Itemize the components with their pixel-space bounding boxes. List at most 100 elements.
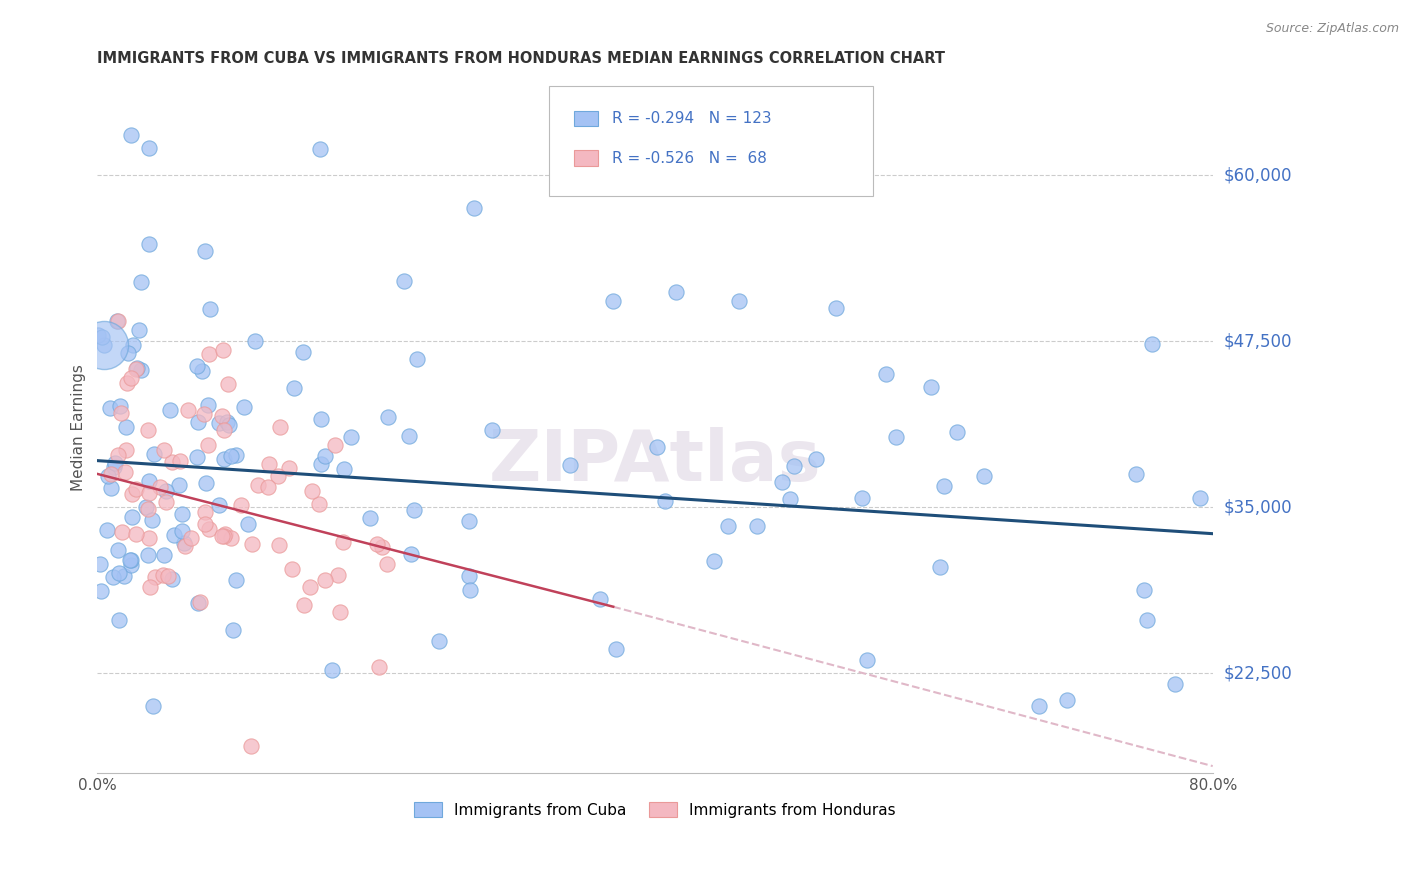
Point (269, 538, 291, 552)
Point (308, 497, 330, 511)
Point (246, 478, 269, 492)
Text: R = -0.294   N = 123: R = -0.294 N = 123 (612, 112, 770, 127)
Point (329, 605, 352, 619)
Point (107, 566, 129, 581)
Point (120, 553, 142, 567)
Point (884, 430, 907, 444)
Point (155, 483, 177, 498)
Point (120, 370, 142, 384)
Point (120, 128, 142, 143)
FancyBboxPatch shape (550, 86, 873, 196)
Point (93, 338, 115, 352)
Point (153, 443, 176, 458)
Point (173, 536, 195, 550)
Point (98, 401, 121, 416)
Point (359, 511, 381, 525)
Point (170, 524, 193, 539)
Point (125, 362, 148, 376)
Point (120, 558, 142, 572)
Point (129, 276, 152, 290)
Point (219, 450, 242, 464)
Point (188, 595, 211, 609)
Point (172, 507, 194, 521)
Point (703, 554, 725, 568)
Point (368, 660, 391, 674)
Point (194, 244, 217, 259)
Point (218, 418, 240, 433)
Point (125, 483, 148, 497)
Point (138, 140, 160, 154)
Point (340, 430, 363, 444)
Point (96, 524, 118, 538)
Point (309, 412, 332, 426)
Point (87, 328, 110, 343)
Point (107, 314, 129, 328)
Text: Source: ZipAtlas.com: Source: ZipAtlas.com (1265, 22, 1399, 36)
Point (366, 537, 388, 551)
Text: $35,000: $35,000 (1223, 498, 1292, 516)
Point (198, 347, 221, 361)
Point (100, 467, 122, 482)
Point (851, 491, 873, 505)
Point (169, 478, 191, 492)
Point (162, 572, 184, 586)
Point (458, 568, 481, 582)
Point (406, 351, 429, 366)
Point (314, 449, 336, 463)
Point (114, 420, 136, 434)
Text: $47,500: $47,500 (1223, 332, 1292, 350)
Point (191, 364, 214, 378)
Y-axis label: Median Earnings: Median Earnings (72, 364, 86, 491)
Point (283, 381, 305, 395)
Point (149, 479, 172, 493)
Point (197, 438, 219, 452)
Point (127, 360, 149, 375)
Point (717, 519, 740, 533)
Point (121, 486, 143, 500)
Point (257, 480, 280, 494)
Point (589, 592, 612, 607)
Point (110, 406, 132, 420)
Point (142, 699, 165, 714)
Point (211, 529, 233, 543)
Legend: Immigrants from Cuba, Immigrants from Honduras: Immigrants from Cuba, Immigrants from Ho… (408, 796, 901, 824)
Point (117, 345, 139, 359)
Point (257, 457, 280, 471)
Point (645, 440, 668, 454)
Point (377, 410, 399, 425)
Point (103, 460, 125, 475)
Point (139, 581, 162, 595)
Point (973, 469, 995, 483)
Point (104, 456, 127, 470)
Point (198, 522, 221, 536)
Point (136, 423, 159, 437)
Point (225, 573, 247, 587)
Point (193, 407, 215, 421)
Point (212, 452, 235, 467)
Point (301, 484, 323, 499)
Point (240, 537, 263, 551)
Point (110, 399, 132, 413)
Point (236, 517, 259, 532)
Point (654, 494, 676, 508)
Point (141, 514, 163, 528)
Point (1136, 613, 1159, 627)
Point (333, 462, 356, 476)
Point (1188, 491, 1211, 506)
Point (138, 501, 160, 516)
Point (399, 547, 422, 561)
Point (100, 481, 122, 495)
Point (1133, 583, 1156, 598)
Point (121, 510, 143, 524)
Point (243, 334, 266, 348)
Point (481, 423, 503, 437)
Point (1125, 467, 1147, 482)
Point (179, 532, 201, 546)
Point (186, 359, 208, 373)
Point (115, 376, 138, 391)
Point (402, 503, 425, 517)
Point (321, 663, 343, 677)
Point (211, 409, 233, 424)
Point (292, 345, 315, 359)
Point (747, 518, 769, 533)
